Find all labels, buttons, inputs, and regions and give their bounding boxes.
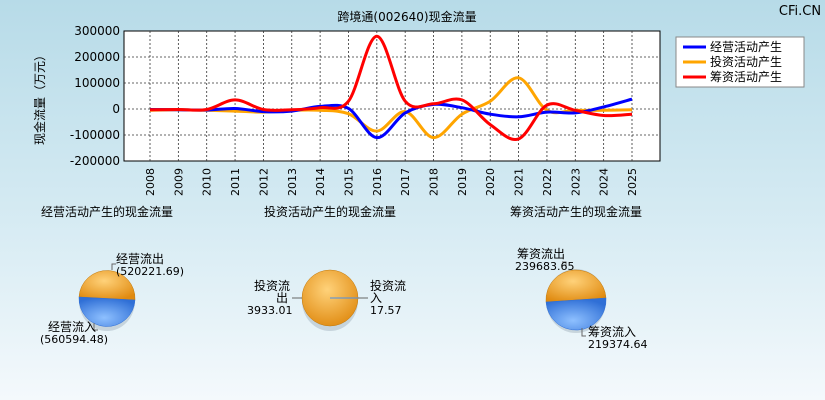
pie-financing-value-inflow: 219374.64 [588, 338, 648, 351]
pie-operating-slice-outflow [78, 270, 136, 301]
legend-label-operating: 经营活动产生 [710, 40, 782, 54]
pie-operating-title: 经营活动产生的现金流量 [41, 204, 173, 219]
pie-operating-label-inflow: 经营流入 [48, 320, 96, 334]
y-tick-label: -200000 [70, 154, 120, 168]
pie-operating-leader-outflow [111, 263, 116, 270]
financing-cashflow-line [149, 34, 633, 141]
y-tick-label: 300000 [74, 24, 120, 38]
pie-financing-slice-inflow [545, 297, 607, 331]
pie-financing-value-outflow: 239683.65 [515, 260, 575, 273]
y-tick-label: 100000 [74, 76, 120, 90]
pie-financing: 筹资流出 239683.65 筹资流入 219374.64 [515, 247, 648, 351]
line-chart-title: 跨境通(002640)现金流量 [337, 9, 476, 24]
x-tick-label: 2010 [201, 168, 214, 196]
pie-investing-label-outflow: 投资流 [254, 278, 290, 293]
x-tick-label: 2009 [172, 168, 185, 196]
x-tick-label: 2014 [314, 168, 327, 196]
x-tick-label: 2015 [342, 168, 355, 196]
pie-investing-value-outflow: 3933.01 [247, 304, 293, 317]
pie-investing-label-inflow: 投资流 [370, 278, 406, 293]
grid [124, 31, 660, 161]
y-tick-label: 200000 [74, 50, 120, 64]
pie-operating-value-inflow: (560594.48) [40, 333, 108, 346]
legend-label-financing: 筹资活动产生 [710, 70, 782, 84]
x-tick-label: 2008 [144, 168, 157, 196]
pie-operating-slice-inflow [78, 296, 136, 327]
x-tick-label: 2013 [286, 168, 299, 196]
x-tick-label: 2019 [456, 168, 469, 196]
x-tick-label: 2023 [569, 168, 582, 196]
pie-operating-label-outflow: 经营流出 [116, 252, 164, 266]
x-tick-label: 2024 [598, 168, 611, 196]
pie-financing-leader-inflow [581, 328, 586, 337]
watermark: CFi.CN [779, 4, 821, 19]
pie-financing-leader-outflow [562, 261, 567, 268]
x-tick-label: 2012 [257, 168, 270, 196]
y-tick-labels: 300000 200000 100000 0 -100000 -200000 [70, 24, 120, 168]
operating-cashflow-line [149, 97, 633, 140]
pie-operating-value-outflow: (520221.69) [116, 265, 184, 278]
x-tick-labels: 2008 2009 2010 2011 2012 2013 2014 2015 2016 2017… [144, 168, 639, 196]
pie-financing-slice-outflow [545, 269, 607, 303]
pie-financing-label-inflow: 筹资流入 [588, 325, 636, 339]
y-tick-label: -100000 [70, 128, 120, 142]
x-tick-label: 2018 [428, 168, 441, 196]
pie-investing-value-inflow: 17.57 [370, 304, 402, 317]
legend: 经营活动产生 投资活动产生 筹资活动产生 [675, 36, 805, 88]
pie-investing-label-outflow-2: 出 [276, 291, 288, 305]
x-tick-label: 2016 [371, 168, 384, 196]
x-tick-label: 2011 [229, 168, 242, 196]
plot-area [123, 30, 661, 162]
x-tick-label: 2020 [484, 168, 497, 196]
x-tick-label: 2022 [541, 168, 554, 196]
x-tick-label: 2025 [626, 168, 639, 196]
x-tick-label: 2017 [399, 168, 412, 196]
x-tick-label: 2021 [513, 168, 526, 196]
y-tick-label: 0 [112, 102, 120, 116]
legend-label-investing: 投资活动产生 [710, 54, 782, 69]
pie-financing-label-outflow: 筹资流出 [517, 247, 565, 261]
pie-financing-title: 筹资活动产生的现金流量 [510, 204, 642, 219]
pie-investing-title: 投资活动产生的现金流量 [264, 204, 396, 219]
y-axis-label: 现金流量（万元） [32, 49, 47, 145]
pie-operating: 经营流出 (520221.69) 经营流入 (560594.48) [40, 252, 184, 346]
pie-investing: 投资流 出 3933.01 投资流 入 17.57 [247, 269, 406, 331]
series-lines [149, 34, 633, 141]
pie-operating-leader-inflow [93, 323, 98, 331]
pie-investing-label-inflow-2: 入 [370, 291, 382, 305]
